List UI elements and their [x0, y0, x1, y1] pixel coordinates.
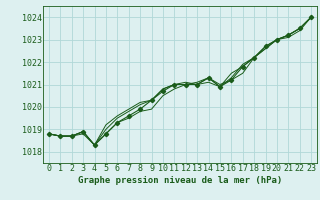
X-axis label: Graphe pression niveau de la mer (hPa): Graphe pression niveau de la mer (hPa)	[78, 176, 282, 185]
